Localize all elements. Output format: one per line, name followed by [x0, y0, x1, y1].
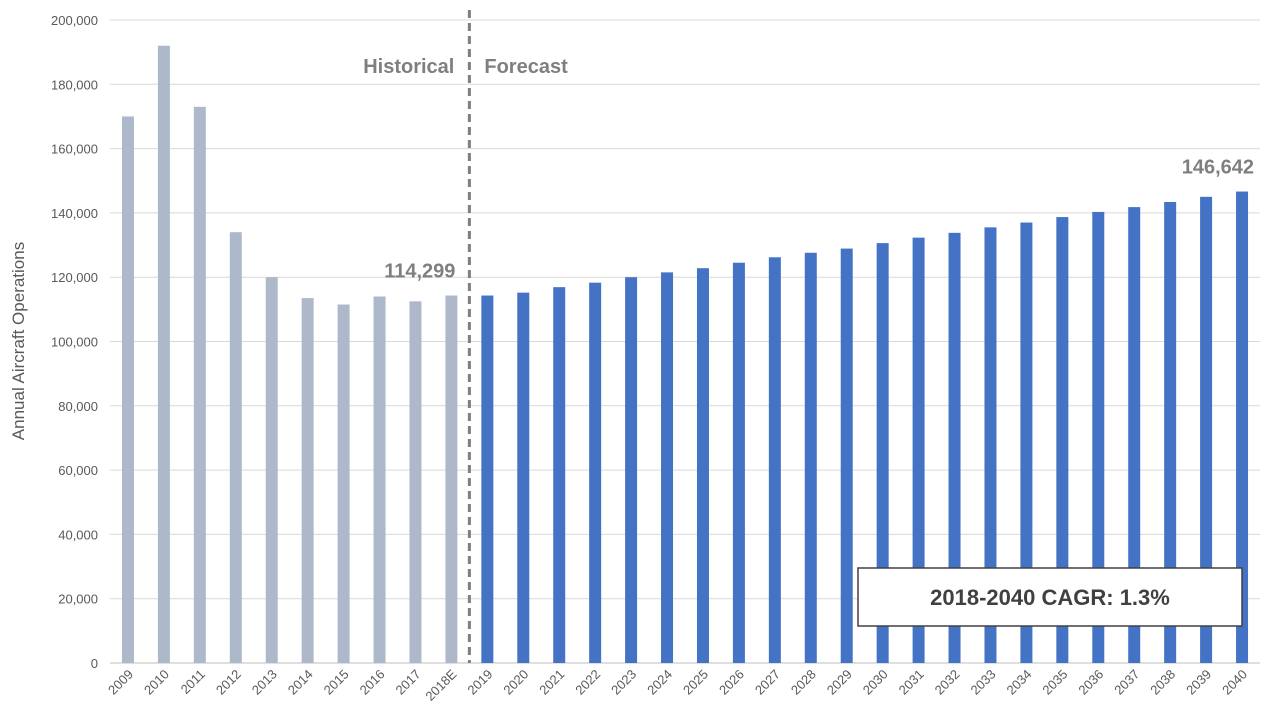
x-tick-label: 2031: [896, 667, 927, 698]
bar-2040: [1236, 191, 1249, 664]
bar-2028: [804, 252, 817, 664]
y-tick-label: 200,000: [51, 13, 98, 28]
bar-2033: [984, 227, 997, 663]
cagr-callout: 2018-2040 CAGR: 1.3%: [857, 567, 1243, 627]
x-tick-label: 2011: [178, 667, 208, 697]
bar-2025: [696, 268, 709, 663]
y-tick-label: 140,000: [51, 206, 98, 221]
bar-2024: [661, 272, 674, 663]
bar-2034: [1020, 222, 1033, 664]
y-tick-label: 20,000: [58, 592, 98, 607]
bar-2017: [409, 301, 422, 663]
y-tick-label: 180,000: [51, 77, 98, 92]
bars: [121, 45, 1249, 664]
x-tick-label: 2036: [1075, 667, 1106, 698]
x-tick-label: 2029: [824, 667, 855, 698]
cagr-callout-text: 2018-2040 CAGR: 1.3%: [930, 585, 1170, 610]
bar-2032: [948, 232, 961, 663]
x-tick-label: 2015: [321, 667, 352, 698]
bar-2013: [265, 277, 278, 663]
bar-2036: [1092, 211, 1105, 664]
x-tick-label: 2035: [1039, 667, 1070, 698]
data-label-2040: 146,642: [1182, 157, 1254, 179]
x-tick-label: 2019: [464, 667, 495, 698]
bar-2027: [768, 257, 781, 663]
cagr-callout-box: [857, 567, 1243, 627]
bar-2012: [229, 232, 242, 663]
x-tick-label: 2033: [968, 667, 999, 698]
gridlines: [110, 19, 1260, 664]
x-tick-label: 2013: [249, 667, 280, 698]
y-tick-label: 0: [91, 656, 98, 671]
x-tick-label: 2009: [105, 667, 136, 698]
bar-2021: [553, 287, 566, 663]
x-tick-label: 2018E: [422, 666, 459, 703]
x-tick-label: 2030: [860, 667, 891, 698]
x-tick-label: 2020: [500, 667, 531, 698]
x-tick-label: 2014: [285, 667, 316, 698]
x-tick-label: 2017: [393, 667, 424, 698]
x-tick-label: 2024: [644, 667, 675, 698]
y-tick-label: 80,000: [58, 399, 98, 414]
bar-2031: [912, 237, 925, 663]
y-tick-label: 160,000: [51, 142, 98, 157]
y-tick-label: 120,000: [51, 270, 98, 285]
bar-2010: [157, 45, 170, 664]
x-tick-label: 2012: [213, 667, 244, 698]
x-tick-label: 2032: [932, 667, 963, 698]
y-tick-label: 40,000: [58, 527, 98, 542]
y-axis-title: Annual Aircraft Operations: [9, 242, 28, 440]
bar-2011: [193, 106, 206, 664]
bar-2019: [481, 295, 494, 663]
x-tick-label: 2040: [1219, 667, 1250, 698]
y-tick-label: 60,000: [58, 463, 98, 478]
x-tick-label: 2022: [572, 667, 603, 698]
y-axis-ticks: 0 20,000 40,000 60,000 80,000 100,000 120,000 1…: [51, 13, 98, 671]
bar-2014: [301, 298, 314, 663]
x-tick-label: 2023: [608, 667, 639, 698]
x-tick-label: 2038: [1147, 667, 1178, 698]
x-tick-label: 2039: [1183, 667, 1214, 698]
x-tick-label: 2034: [1003, 667, 1034, 698]
historical-label: Historical: [363, 56, 454, 78]
forecast-label: Forecast: [484, 56, 568, 78]
bar-2029: [840, 248, 853, 664]
bar-2020: [517, 292, 530, 663]
x-tick-label: 2010: [141, 667, 172, 698]
bar-2038: [1164, 201, 1177, 663]
x-tick-label: 2027: [752, 667, 783, 698]
bar-2035: [1056, 217, 1069, 663]
x-tick-label: 2016: [357, 667, 388, 698]
x-tick-label: 2037: [1111, 667, 1142, 698]
bar-2015: [337, 304, 350, 663]
x-tick-label: 2028: [788, 667, 819, 698]
x-tick-label: 2026: [716, 667, 747, 698]
y-tick-label: 100,000: [51, 335, 98, 350]
bar-2016: [373, 296, 386, 663]
x-tick-label: 2025: [680, 667, 711, 698]
x-tick-label: 2021: [536, 667, 567, 698]
bar-2039: [1200, 196, 1213, 663]
bar-2022: [589, 282, 602, 663]
x-axis-ticks: 2009 2010 2011 2012 2013 2014 2015 2016 20172018…: [105, 666, 1250, 703]
bar-2026: [732, 262, 745, 663]
data-labels: 114,299 146,642: [384, 157, 1254, 283]
bar-2030: [876, 243, 889, 663]
bar-2023: [625, 277, 638, 663]
data-label-2018E: 114,299: [384, 261, 455, 283]
bar-2009: [121, 116, 134, 663]
bar-2037: [1128, 207, 1141, 663]
bar-2018E: [445, 295, 458, 663]
